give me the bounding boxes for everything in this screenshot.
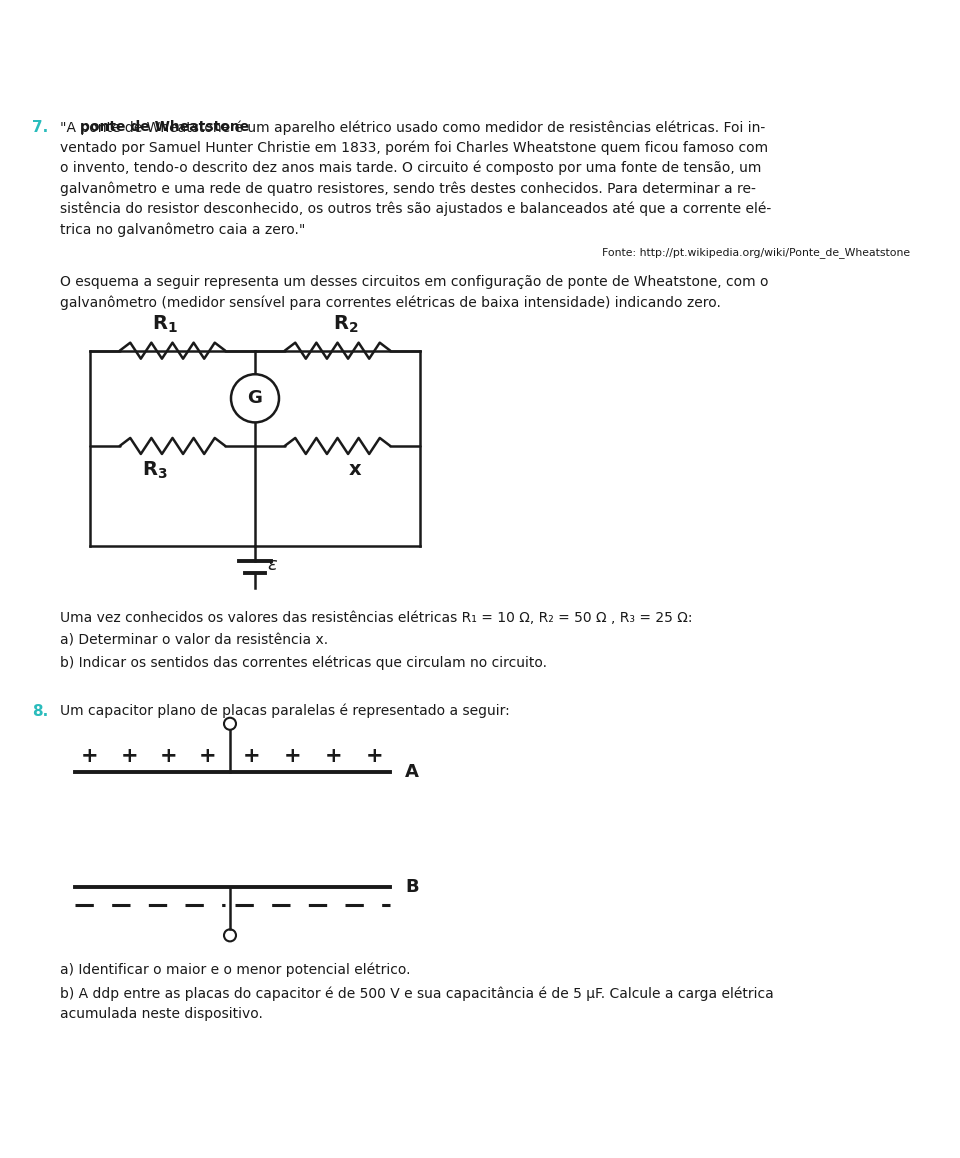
Text: a) Determinar o valor da resistência x.: a) Determinar o valor da resistência x. xyxy=(60,633,328,647)
Text: Protagonista: Protagonista xyxy=(763,63,935,86)
Text: $\mathbf{R_1}$: $\mathbf{R_1}$ xyxy=(152,314,178,335)
Text: $\mathbf{x}$: $\mathbf{x}$ xyxy=(348,460,363,479)
Text: G: G xyxy=(248,389,262,408)
Text: +: + xyxy=(325,746,343,765)
Text: +: + xyxy=(366,746,384,765)
Text: a) Identificar o maior e o menor potencial elétrico.: a) Identificar o maior e o menor potenci… xyxy=(60,962,411,977)
Text: +: + xyxy=(121,746,138,765)
Text: b) A ddp entre as placas do capacitor é de 500 V e sua capacitância é de 5 μF. C: b) A ddp entre as placas do capacitor é … xyxy=(60,987,774,1020)
Text: +: + xyxy=(82,746,99,765)
Text: A: A xyxy=(405,763,419,780)
Text: +: + xyxy=(199,746,217,765)
Circle shape xyxy=(231,374,279,423)
Text: +: + xyxy=(243,746,261,765)
Text: +: + xyxy=(160,746,178,765)
Text: 8.: 8. xyxy=(32,704,48,719)
Text: $\mathbf{R_2}$: $\mathbf{R_2}$ xyxy=(333,314,358,335)
Text: +: + xyxy=(284,746,301,765)
Text: 7.: 7. xyxy=(32,120,48,135)
Text: Uma vez conhecidos os valores das resistências elétricas R₁ = 10 Ω, R₂ = 50 Ω , : Uma vez conhecidos os valores das resist… xyxy=(60,611,692,625)
Text: b) Indicar os sentidos das correntes elétricas que circulam no circuito.: b) Indicar os sentidos das correntes elé… xyxy=(60,655,547,670)
Text: ponte de Wheatstone: ponte de Wheatstone xyxy=(81,120,250,134)
Text: O esquema a seguir representa um desses circuitos em configuração de ponte de Wh: O esquema a seguir representa um desses … xyxy=(60,276,769,310)
Text: Fonte: http://pt.wikipedia.org/wiki/Ponte_de_Wheatstone: Fonte: http://pt.wikipedia.org/wiki/Pont… xyxy=(602,248,910,258)
Text: Eletricidade: Eletricidade xyxy=(24,57,229,86)
Text: Um capacitor plano de placas paralelas é representado a seguir:: Um capacitor plano de placas paralelas é… xyxy=(60,704,510,718)
Text: $\mathbf{R_3}$: $\mathbf{R_3}$ xyxy=(142,460,167,482)
Text: Física LIVRO 3  |  Unidade 1  |  Avaliação capítulos 4 e 5: Física LIVRO 3 | Unidade 1 | Avaliação c… xyxy=(24,23,342,34)
Text: "A ponte de Wheatstone é um aparelho elétrico usado como medidor de resistências: "A ponte de Wheatstone é um aparelho elé… xyxy=(60,120,771,237)
Text: ser: ser xyxy=(782,23,800,34)
Text: B: B xyxy=(405,878,419,896)
Text: $\varepsilon$: $\varepsilon$ xyxy=(267,556,278,574)
